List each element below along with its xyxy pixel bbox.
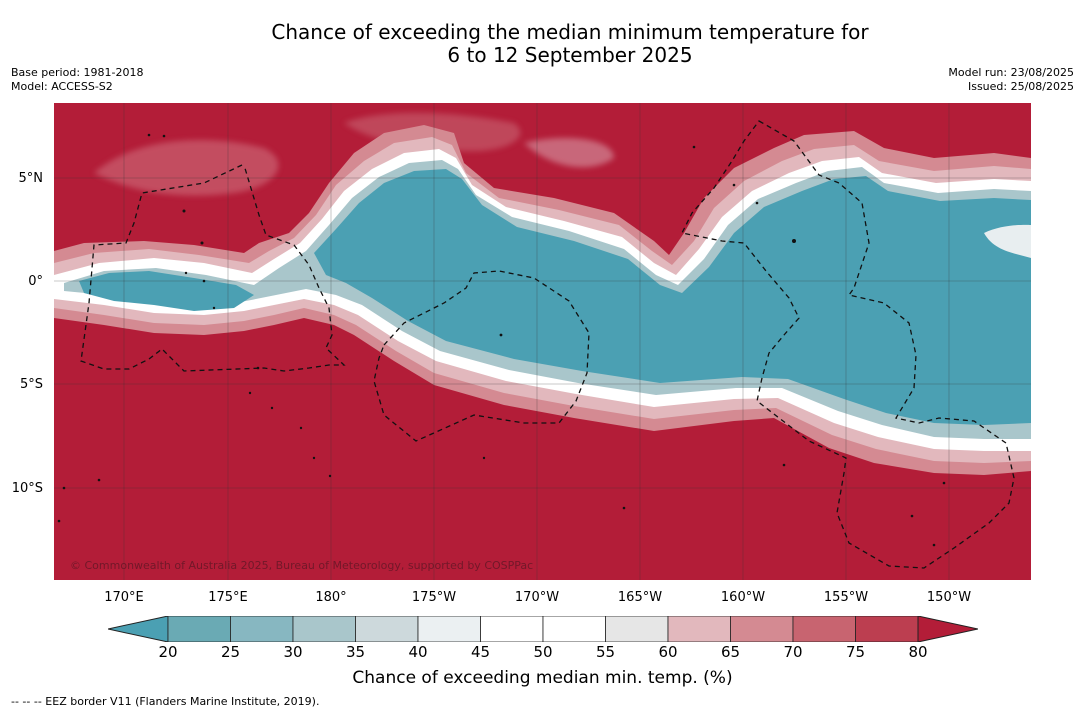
colorbar-tick-label: 20 (158, 643, 178, 661)
colorbar-tick-label: 50 (533, 643, 553, 661)
eez-eastern (681, 120, 1015, 569)
colorbar-cell (417, 615, 481, 643)
graticule (54, 103, 1031, 580)
colorbar-cell (855, 615, 919, 643)
warm-haze (94, 112, 694, 358)
colorbar-tick-label: 70 (783, 643, 803, 661)
colorbar-tick-label: 35 (345, 643, 366, 661)
colorbar-tick-label: 30 (283, 643, 303, 661)
model-run: Model run: 23/08/2025 (948, 66, 1074, 79)
colorbar-cell (792, 615, 856, 643)
east-white-notch (984, 224, 1031, 258)
eez-borders (80, 120, 1015, 569)
chart-title: Chance of exceeding the median minimum t… (0, 21, 1085, 67)
colorbar-svg (107, 615, 979, 643)
colorbar-cell (605, 615, 669, 643)
lon-label-160w: 160°W (720, 590, 766, 605)
colorbar-cell (480, 615, 544, 643)
colorbar-tick-label: 80 (908, 643, 928, 661)
islands (57, 133, 946, 547)
lon-label-150w: 150°W (926, 590, 972, 605)
base-period: Base period: 1981-2018 (11, 66, 144, 79)
lat-label-0: 0° (28, 274, 43, 289)
colorbar-over-arrow (917, 615, 979, 643)
band-teal (314, 169, 1031, 425)
colorbar-cell (167, 615, 231, 643)
colorbar-cell (292, 615, 356, 643)
colorbar-cell (730, 615, 794, 643)
lon-label-165w: 165°W (617, 590, 663, 605)
western-teal-patch (79, 271, 254, 311)
lon-label-175w: 175°W (411, 590, 457, 605)
issued-date: Issued: 25/08/2025 (967, 80, 1074, 93)
colorbar-cell (230, 615, 294, 643)
lon-label-170w: 170°W (514, 590, 560, 605)
colorbar (107, 615, 979, 643)
colorbar-tick-label: 25 (220, 643, 241, 661)
lon-label-180: 180° (315, 590, 347, 605)
lat-label-10s: 10°S (11, 481, 43, 496)
title-line-1: Chance of exceeding the median minimum t… (271, 20, 869, 44)
model-name: Model: ACCESS-S2 (11, 80, 113, 93)
meta-right: Model run: 23/08/2025 Issued: 25/08/2025 (948, 66, 1074, 94)
copyright-notice: © Commonwealth of Australia 2025, Bureau… (70, 559, 534, 572)
eez-western (80, 164, 346, 372)
lat-label-5s: 5°S (19, 377, 43, 392)
colorbar-tick-label: 60 (658, 643, 678, 661)
colorbar-cell (542, 615, 606, 643)
colorbar-cell (355, 615, 419, 643)
colorbar-under-arrow (107, 615, 169, 643)
eez-central (373, 270, 590, 442)
colorbar-tick-label: 55 (595, 643, 616, 661)
title-line-2: 6 to 12 September 2025 (447, 43, 693, 67)
colorbar-tick-label: 45 (470, 643, 491, 661)
map-canvas (54, 103, 1031, 580)
colorbar-tick-label: 75 (845, 643, 866, 661)
lon-label-155w: 155°W (823, 590, 869, 605)
lat-label-5n: 5°N (18, 171, 44, 186)
colorbar-tick-label: 65 (720, 643, 741, 661)
lon-label-175e: 175°E (208, 590, 248, 605)
colorbar-label: Chance of exceeding median min. temp. (%… (352, 668, 733, 688)
anomaly-bands (54, 125, 1031, 475)
colorbar-cells (167, 615, 919, 643)
colorbar-tick-label: 40 (408, 643, 428, 661)
eez-footnote: -- -- -- EEZ border V11 (Flanders Marine… (11, 695, 320, 708)
colorbar-cell (667, 615, 731, 643)
meta-left: Base period: 1981-2018 Model: ACCESS-S2 (11, 66, 143, 94)
lon-label-170e: 170°E (104, 590, 144, 605)
forecast-map (54, 103, 1031, 580)
